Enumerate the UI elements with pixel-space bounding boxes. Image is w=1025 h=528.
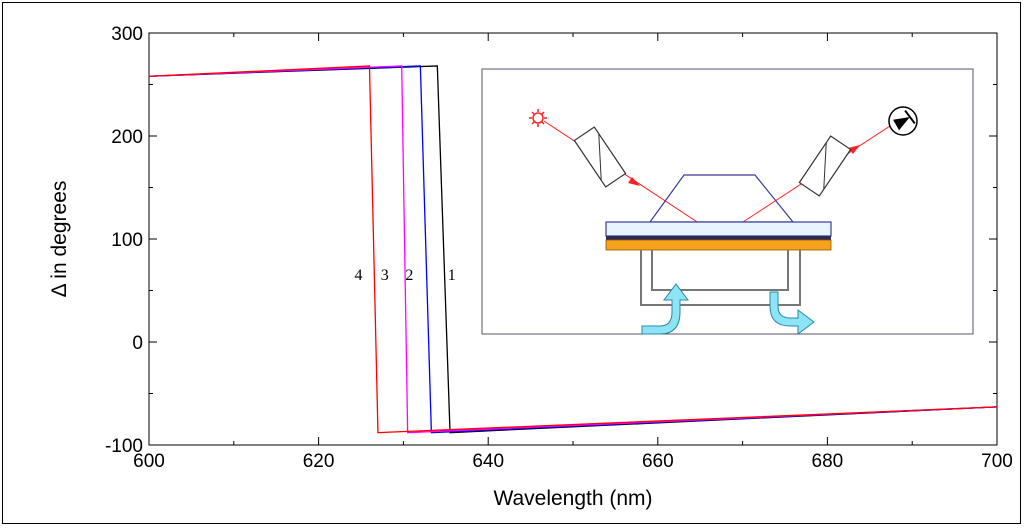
x-axis-title: Wavelength (nm) (493, 487, 652, 510)
x-tick-label: 620 (303, 451, 335, 472)
flow-out-arrow-icon (769, 291, 815, 335)
y-tick-label: -100 (105, 436, 143, 457)
curve-label-3: 3 (381, 267, 389, 284)
analyzer-icon (798, 135, 852, 197)
series-line-4 (148, 65, 998, 434)
x-tick-label: 680 (812, 451, 844, 472)
inset-schematic (481, 68, 974, 335)
series-layer (148, 65, 998, 434)
x-axis: 600 620 640 660 680 700 (133, 33, 1013, 472)
flow-channel (640, 250, 801, 306)
glass-slide (605, 221, 832, 237)
reflected-beam-arrowhead (848, 145, 860, 154)
x-tick-label: 700 (981, 451, 1013, 472)
y-tick-label: 100 (111, 230, 143, 251)
y-tick-label: 200 (111, 127, 143, 148)
curve-label-4: 4 (354, 267, 362, 284)
x-tick-label: 640 (472, 451, 504, 472)
detector-icon (888, 106, 918, 136)
gold-layer (606, 236, 831, 240)
flow-in-arrow-icon (641, 283, 689, 335)
x-tick-label: 600 (133, 451, 165, 472)
curve-label-1: 1 (448, 267, 456, 284)
curve-label-2: 2 (405, 267, 413, 284)
y-tick-label: 300 (111, 24, 143, 45)
polarizer-icon (573, 126, 627, 188)
y-tick-label: 0 (132, 333, 143, 354)
x-tick-label: 660 (642, 451, 674, 472)
laser-source-icon (529, 109, 547, 127)
y-axis: -100 0 100 200 300 (105, 24, 997, 457)
flow-cell-top (605, 239, 832, 251)
y-axis-title: Δ in degrees (48, 181, 71, 298)
incident-beam-arrowhead (628, 177, 640, 186)
